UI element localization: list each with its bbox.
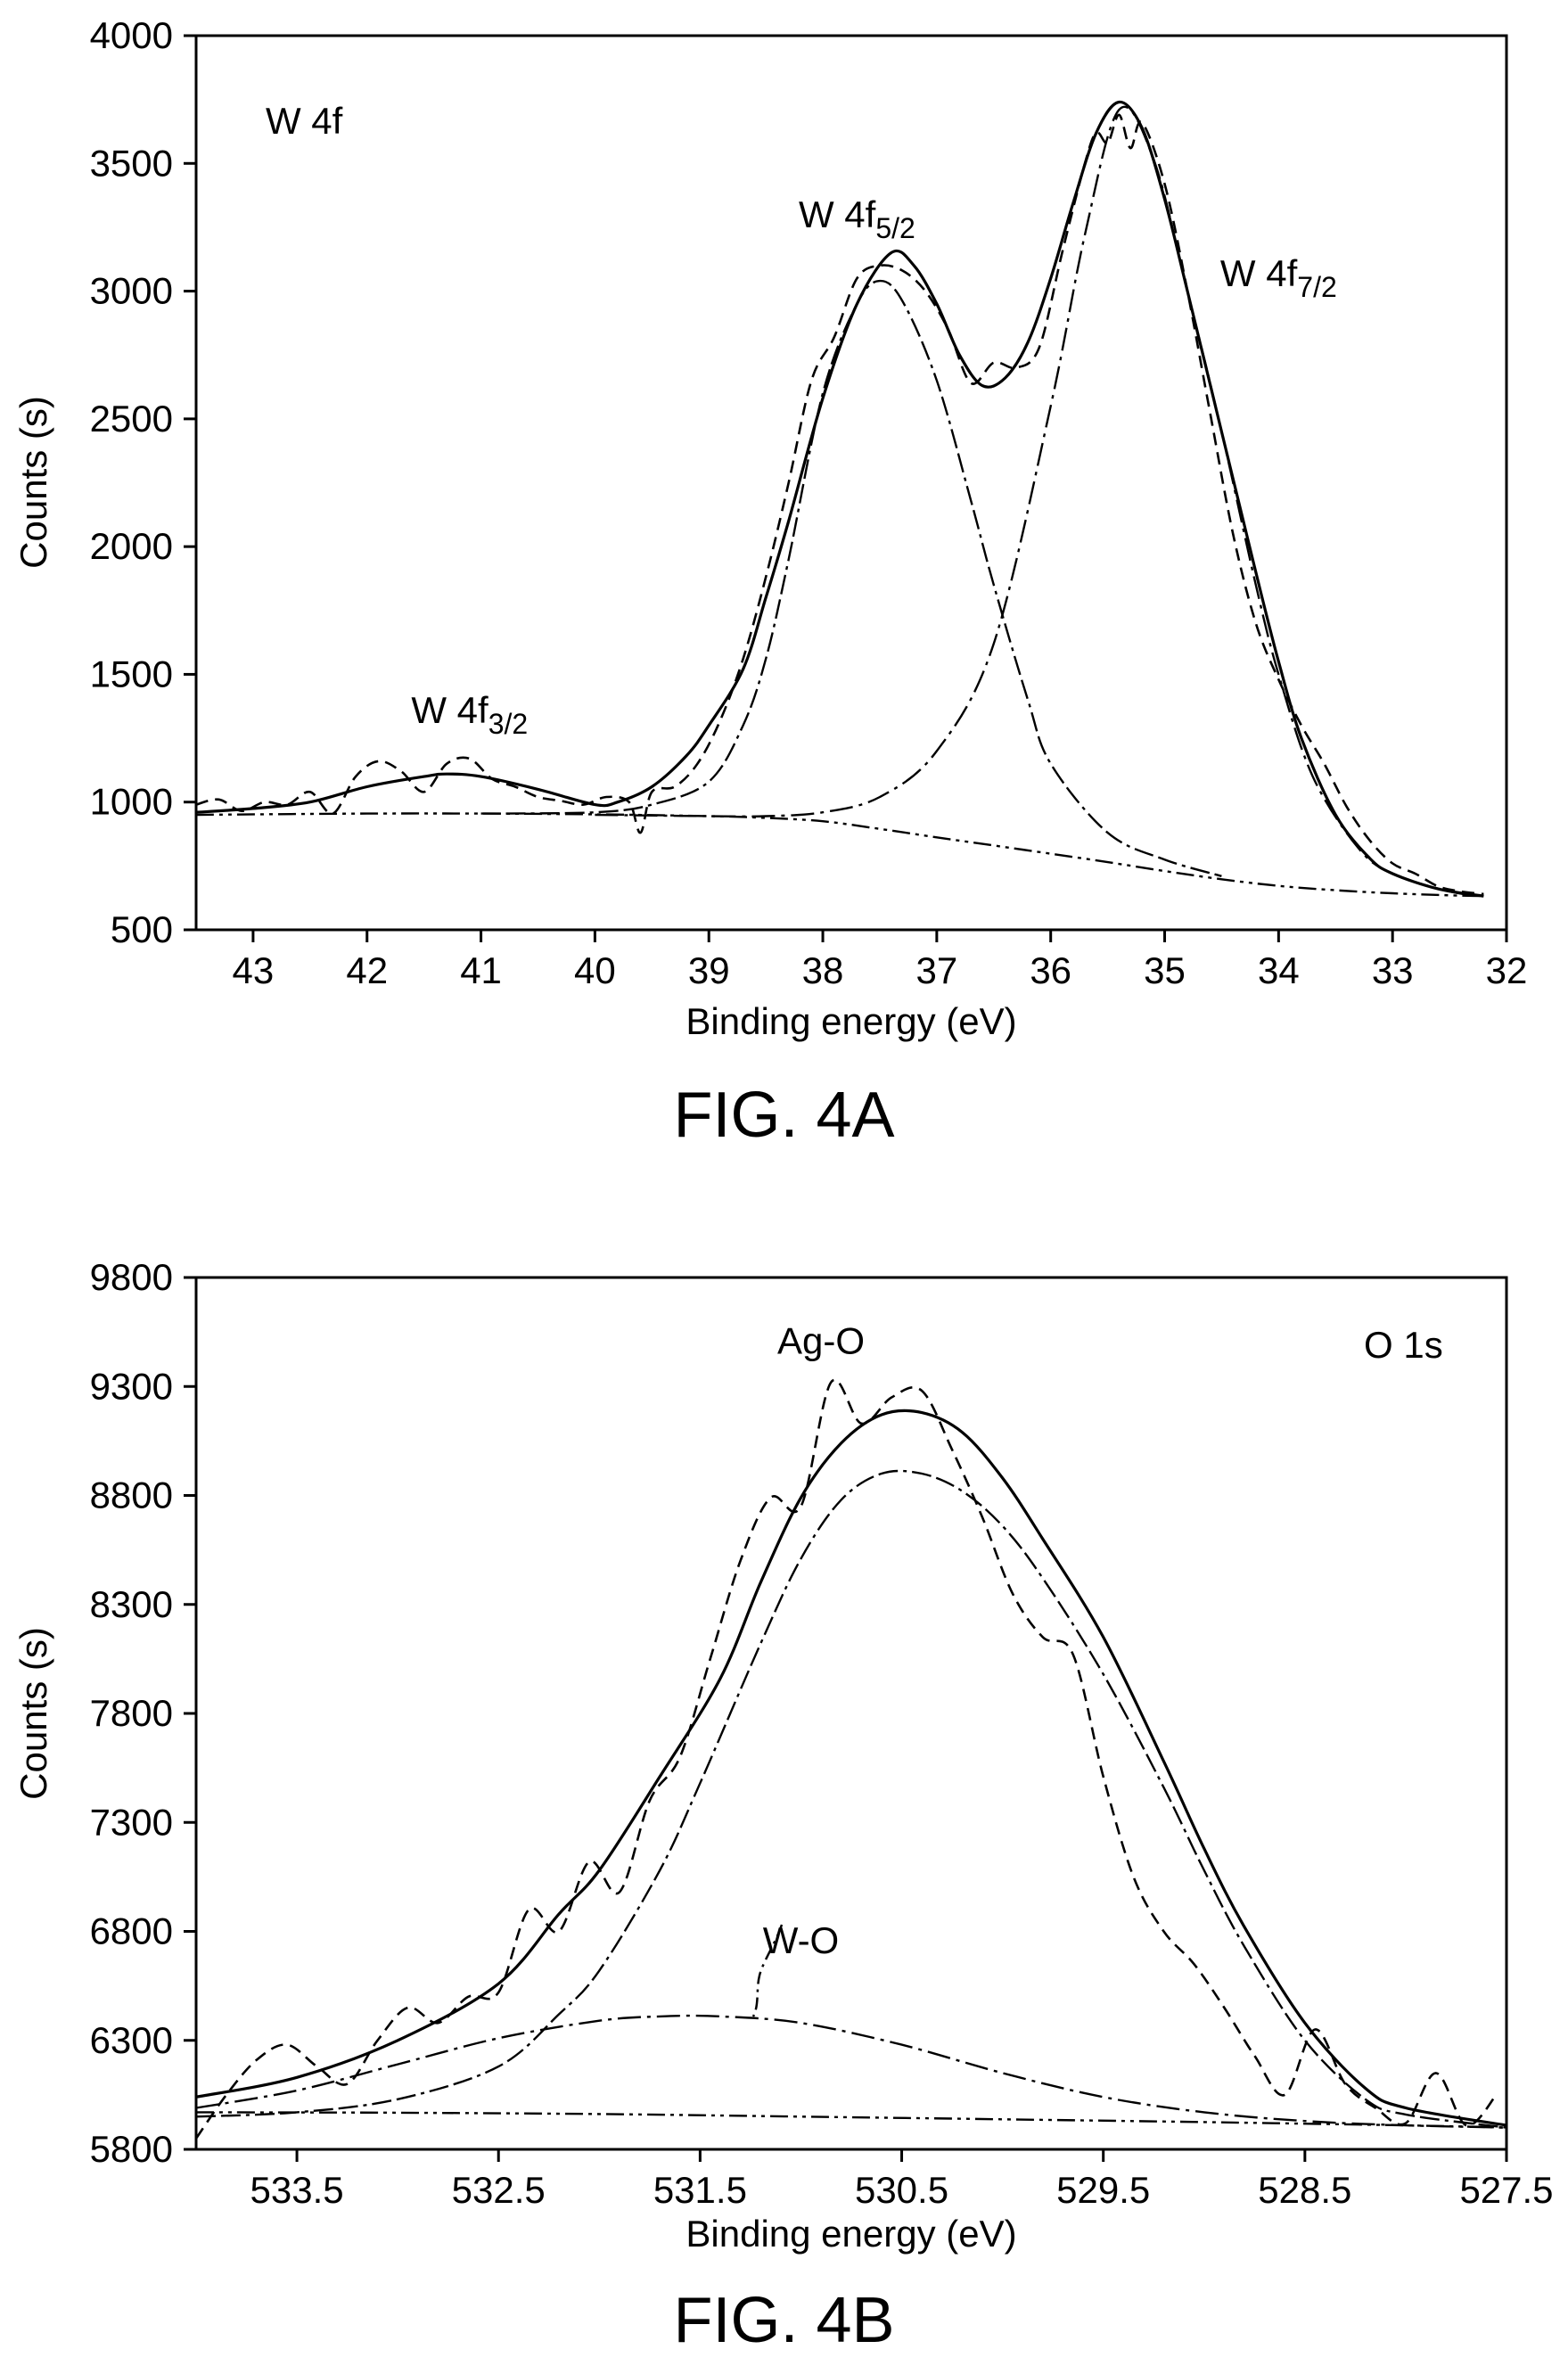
panel-4a-peak-annotation: W 4f7/2: [1220, 252, 1337, 303]
panel-4a-label: W 4f: [266, 100, 343, 142]
panel-4b-x-tick-label: 528.5: [1258, 2169, 1351, 2211]
panel-4a-series-component-w-4f5-2: [480, 279, 1222, 877]
panel-4a-annotations: W 4f3/2 W 4f5/2 W 4f7/2: [411, 193, 1336, 740]
panel-4b-series-background: [195, 2111, 1507, 2129]
panel-4a-x-tick-label: 41: [460, 949, 502, 991]
panel-4b-series-component-ag-o: [195, 1469, 1507, 2129]
panel-4b-peak-annotation: Ag-O: [777, 1320, 865, 1362]
panel-4a-series: [195, 100, 1484, 898]
panel-4b-x-tick-label: 530.5: [855, 2169, 948, 2211]
panel-4b-label: O 1s: [1364, 1324, 1443, 1366]
panel-4a-x-tick-label: 32: [1486, 949, 1528, 991]
panel-4a-x-tick-label: 36: [1030, 949, 1071, 991]
panel-4a-y-tick-label: 500: [111, 908, 173, 950]
panel-4b-y-tick-label: 7800: [90, 1692, 173, 1734]
panel-4b-x-tick-label: 527.5: [1459, 2169, 1553, 2211]
panel-4a-y-tick-label: 3500: [90, 142, 173, 184]
panel-4a-plot-frame: [194, 34, 1508, 932]
xps-figure: 43 42 41 40 39 38 37 36 35 34 33 32 500 1000 1500 2000 2…: [12, 14, 1554, 2255]
panel-4b-peak-annotation: W-O: [763, 1919, 840, 1961]
panel-4a-y-tick-label: 2000: [90, 525, 173, 567]
panel-4a-series-experimental-data: [195, 113, 1484, 896]
panel-4a-y-tick-label: 1000: [90, 781, 173, 823]
panel-4a-y-tick-label: 1500: [90, 653, 173, 694]
panel-4b-y-tick-label: 6300: [90, 2019, 173, 2061]
figure-caption-4a: FIG. 4A: [673, 1080, 895, 1151]
panel-4b-x-tick-label: 531.5: [653, 2169, 747, 2211]
panel-4a-x-tick-label: 35: [1144, 949, 1186, 991]
panel-4a-x-tick-label: 33: [1372, 949, 1414, 991]
panel-4a-x-tick-label: 39: [688, 949, 730, 991]
panel-4b-xlabel: Binding energy (eV): [685, 2213, 1016, 2255]
panel-4a-xlabel: Binding energy (eV): [685, 1000, 1016, 1042]
panel-4b-y-tick-label: 9300: [90, 1365, 173, 1407]
panel-4a-x-tick-label: 38: [802, 949, 844, 991]
panel-4a-x-tick-label: 42: [346, 949, 388, 991]
panel-4a-peak-annotation: W 4f5/2: [799, 193, 915, 244]
panel-4b-x-tick-label: 533.5: [250, 2169, 344, 2211]
panel-4a-axes: 43 42 41 40 39 38 37 36 35 34 33 32 500 1000 1500 2000 2…: [90, 14, 1528, 991]
panel-4a-y-tick-label: 2500: [90, 398, 173, 439]
panel-4b-axes: 533.5 532.5 531.5 530.5 529.5 528.5 527.5 5800 6…: [90, 1256, 1554, 2211]
panel-4b-w-o-leader: [751, 1924, 784, 2017]
panel-4b-y-tick-label: 7300: [90, 1801, 173, 1843]
panel-4a-chart: 43 42 41 40 39 38 37 36 35 34 33 32 500 1000 1500 2000 2…: [12, 14, 1527, 1042]
panel-4b-x-tick-label: 529.5: [1056, 2169, 1150, 2211]
panel-4a-x-tick-label: 43: [233, 949, 275, 991]
panel-4a-y-tick-label: 3000: [90, 270, 173, 312]
panel-4a-y-tick-label: 4000: [90, 14, 173, 56]
panel-4a-x-tick-label: 34: [1258, 949, 1300, 991]
panel-4a-ylabel: Counts (s): [12, 396, 54, 569]
panel-4b-y-tick-label: 8300: [90, 1583, 173, 1625]
panel-4b-series-experimental-data: [194, 1378, 1498, 2140]
panel-4a-x-tick-label: 37: [916, 949, 958, 991]
panel-4b-y-tick-label: 6800: [90, 1910, 173, 1952]
panel-4b-y-tick-label: 9800: [90, 1256, 173, 1298]
panel-4b-chart: 533.5 532.5 531.5 530.5 529.5 528.5 527.5 5800 6…: [12, 1256, 1554, 2255]
panel-4a-x-tick-label: 40: [574, 949, 616, 991]
panel-4b-series: [194, 1378, 1507, 2140]
panel-4b-annotations: Ag-O W-O: [763, 1320, 865, 1961]
panel-4b-series-component-w-o: [195, 2014, 1507, 2129]
panel-4a-series-component-w-4f7-2: [595, 105, 1484, 898]
panel-4b-series-envelope-fit: [195, 1409, 1507, 2127]
panel-4a-peak-annotation: W 4f3/2: [411, 689, 528, 740]
panel-4b-x-tick-label: 532.5: [452, 2169, 546, 2211]
panel-4b-ylabel: Counts (s): [12, 1627, 54, 1800]
panel-4b-y-tick-label: 5800: [90, 2128, 173, 2170]
panel-4a-series-background: [195, 812, 1484, 898]
panel-4b-y-tick-label: 8800: [90, 1475, 173, 1516]
figure-caption-4b: FIG. 4B: [673, 2285, 895, 2356]
